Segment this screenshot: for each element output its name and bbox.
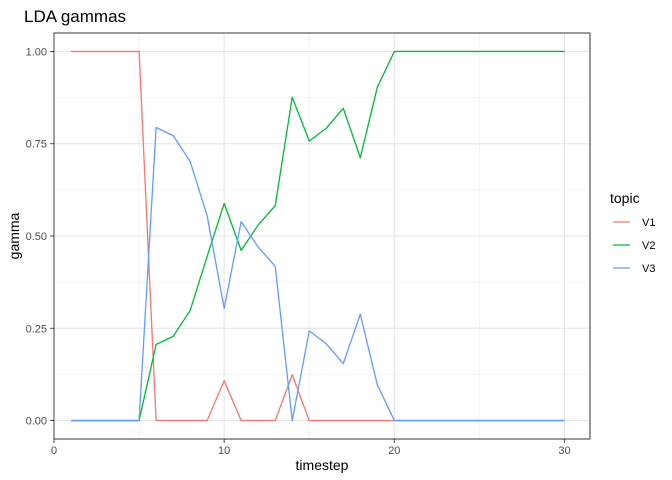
x-tick-label: 20 — [388, 445, 400, 457]
y-tick-label: 0.00 — [26, 416, 47, 428]
series-line-v2 — [71, 50, 565, 422]
x-axis-ticks: 0 10 20 30 — [51, 439, 571, 457]
x-tick-label: 30 — [558, 445, 570, 457]
y-axis-title: gamma — [6, 212, 22, 259]
legend-label-v2: V2 — [642, 240, 655, 252]
y-tick-label: 0.75 — [26, 139, 47, 151]
legend-title: topic — [610, 190, 640, 206]
legend: topic V1 V2 V3 — [610, 190, 655, 275]
y-tick-label: 0.25 — [26, 323, 47, 335]
grid-minor — [54, 33, 590, 439]
legend-label-v1: V1 — [642, 217, 655, 229]
y-tick-label: 1.00 — [26, 46, 47, 58]
x-tick-label: 10 — [218, 445, 230, 457]
y-axis-ticks: 0.00 0.25 0.50 0.75 1.00 — [26, 46, 54, 428]
y-tick-label: 0.50 — [26, 231, 47, 243]
legend-label-v3: V3 — [642, 263, 655, 275]
chart-title: LDA gammas — [24, 7, 126, 26]
series-lines — [71, 50, 565, 422]
series-line-v3 — [71, 126, 565, 422]
x-axis-title: timestep — [296, 457, 349, 473]
x-tick-label: 0 — [51, 445, 57, 457]
